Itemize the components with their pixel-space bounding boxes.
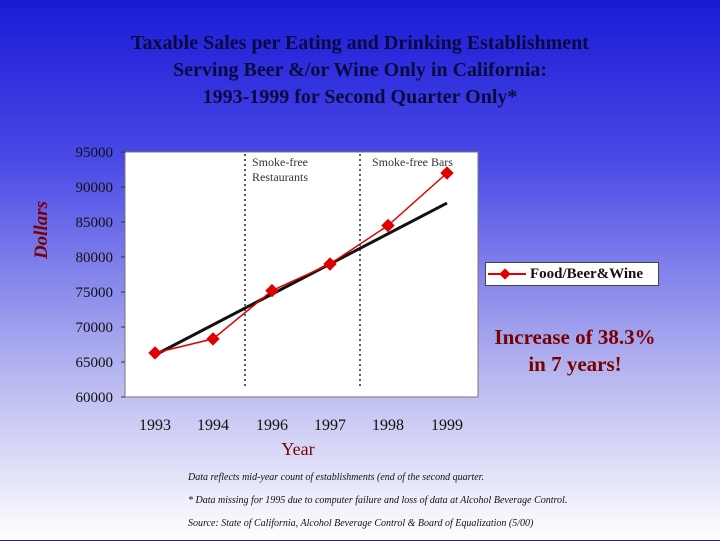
footnotes: Data reflects mid-year count of establis… — [188, 472, 708, 541]
footnote-3: Source: State of California, Alcohol Bev… — [188, 518, 534, 529]
y-tick-label: 70000 — [76, 320, 114, 336]
x-tick-label: 1994 — [197, 417, 229, 434]
data-point-1999 — [440, 166, 454, 180]
increase-callout: Increase of 38.3% in 7 years! — [470, 324, 680, 378]
footnote-2: * Data missing for 1995 due to computer … — [188, 495, 568, 506]
x-tick-label: 1993 — [139, 417, 171, 434]
legend-series-marker — [488, 263, 526, 285]
y-tick-label: 85000 — [76, 215, 114, 231]
series-line-food-beer-wine — [154, 172, 448, 354]
footnote-1: Data reflects mid-year count of establis… — [188, 472, 484, 483]
trendline — [154, 201, 448, 357]
y-tick-label: 75000 — [76, 285, 114, 301]
y-tick-label: 65000 — [76, 355, 114, 371]
data-point-1997 — [323, 257, 337, 271]
y-tick-label: 90000 — [76, 180, 114, 196]
increase-line-2: in 7 years! — [528, 352, 622, 376]
x-tick-label: 1998 — [372, 417, 404, 434]
data-point-1996 — [265, 283, 279, 298]
annotation-smoke-free-bars: Smoke-free Bars — [372, 155, 453, 169]
y-tick-label: 95000 — [76, 145, 114, 161]
legend-series-label: Food/Beer&Wine — [530, 265, 644, 282]
annotation-smoke-free-restaurants: Smoke-free Restaurants — [252, 155, 308, 184]
data-point-1994 — [206, 332, 220, 346]
plot-area — [124, 151, 479, 398]
title-line-2: Serving Beer &/or Wine Only in Californi… — [172, 59, 548, 81]
data-point-1993 — [148, 346, 162, 360]
title-line-1: Taxable Sales per Eating and Drinking Es… — [131, 32, 589, 54]
data-point-1998 — [381, 218, 395, 233]
y-tick-label: 80000 — [76, 250, 114, 266]
x-tick-label: 1996 — [256, 417, 288, 434]
x-tick-label: 1999 — [431, 417, 463, 434]
x-axis-label: Year — [281, 439, 314, 459]
x-tick-label: 1997 — [314, 417, 346, 434]
chart-title: Taxable Sales per Eating and Drinking Es… — [0, 30, 720, 111]
legend: Food/Beer&Wine — [485, 262, 659, 286]
increase-line-1: Increase of 38.3% — [494, 325, 656, 349]
y-tick-label: 60000 — [76, 390, 114, 406]
title-line-3: 1993-1999 for Second Quarter Only* — [202, 86, 518, 108]
